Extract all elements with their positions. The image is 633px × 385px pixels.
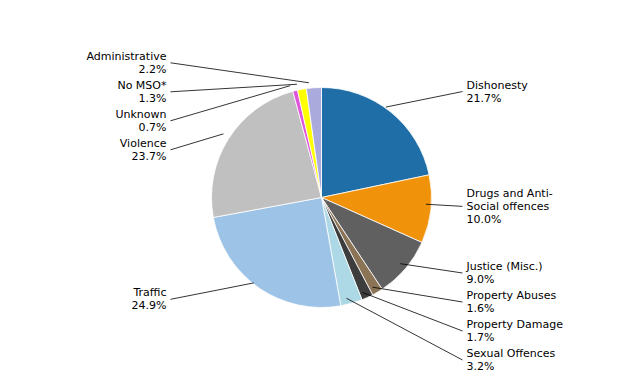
svg-text:Property Damage1.7%: Property Damage1.7% <box>467 318 564 344</box>
svg-text:Violence23.7%: Violence23.7% <box>120 137 167 163</box>
svg-text:Dishonesty21.7%: Dishonesty21.7% <box>467 79 529 105</box>
svg-text:No MSO*1.3%: No MSO*1.3% <box>117 79 167 105</box>
svg-text:Sexual Offences3.2%: Sexual Offences3.2% <box>467 347 556 373</box>
svg-text:Traffic24.9%: Traffic24.9% <box>132 286 167 312</box>
svg-text:Unknown0.7%: Unknown0.7% <box>115 108 166 134</box>
svg-text:Property Abuses1.6%: Property Abuses1.6% <box>467 289 557 315</box>
svg-text:Administrative2.2%: Administrative2.2% <box>86 50 166 76</box>
svg-text:Drugs and Anti-Social offences: Drugs and Anti-Social offences10.0% <box>467 187 553 226</box>
svg-text:Justice (Misc.)9.0%: Justice (Misc.)9.0% <box>466 260 543 286</box>
